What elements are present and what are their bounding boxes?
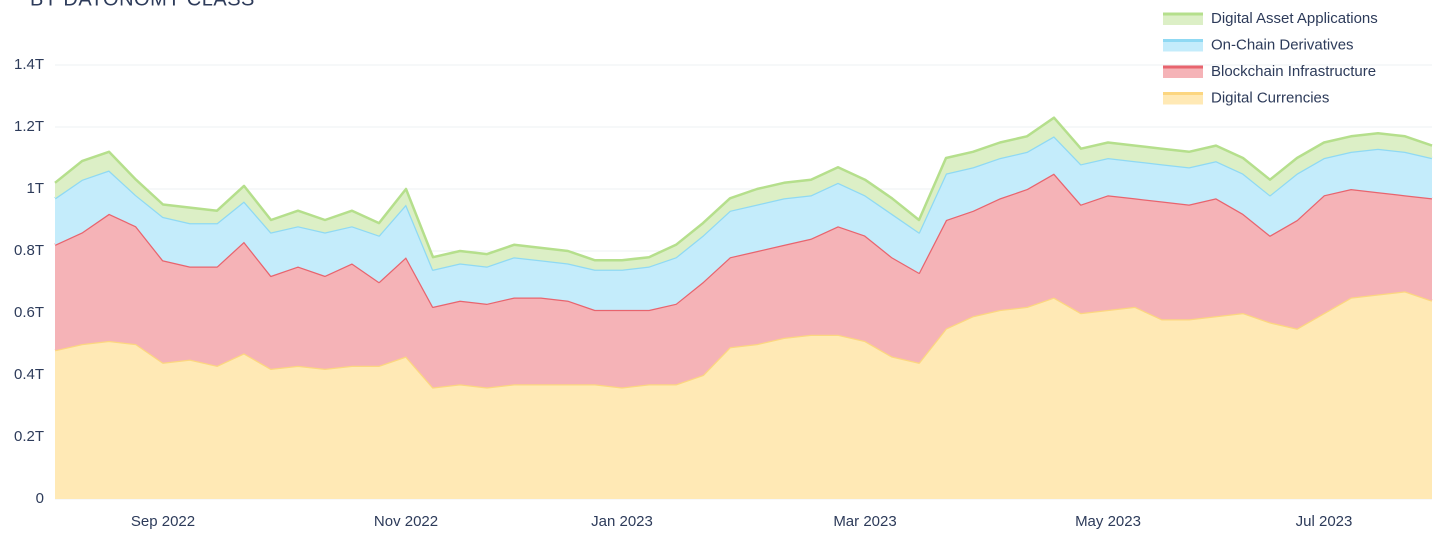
legend-label: Digital Asset Applications — [1211, 10, 1378, 27]
y-tick-label: 0.4T — [14, 366, 44, 383]
x-tick-label: May 2023 — [1075, 513, 1141, 530]
legend-label: On-Chain Derivatives — [1211, 36, 1354, 53]
legend-swatch — [1163, 66, 1203, 78]
area-fill — [55, 117, 1432, 270]
x-tick-label: Jul 2023 — [1296, 513, 1353, 530]
areas — [54, 116, 1433, 499]
y-tick-label: 0.2T — [14, 428, 44, 445]
y-tick-label: 0 — [36, 490, 44, 507]
legend-swatch — [1163, 13, 1203, 25]
y-tick-label: 1.2T — [14, 118, 44, 135]
x-tick-label: Mar 2023 — [833, 513, 896, 530]
x-tick-label: Jan 2023 — [591, 513, 653, 530]
area-fill — [55, 291, 1432, 499]
x-tick-label: Nov 2022 — [374, 513, 438, 530]
y-tick-label: 1T — [26, 180, 44, 197]
legend-swatch — [1163, 92, 1203, 105]
legend-label: Blockchain Infrastructure — [1211, 63, 1376, 80]
area-fill — [55, 173, 1432, 388]
legend: Digital Asset Applications On-Chain Deriv… — [1163, 10, 1378, 106]
area-line — [54, 116, 1433, 262]
y-tick-label: 1.4T — [14, 56, 44, 73]
y-tick-label: 0.8T — [14, 242, 44, 259]
y-tick-label: 0.6T — [14, 304, 44, 321]
area-fill — [55, 136, 1432, 310]
legend-swatch — [1163, 39, 1203, 52]
legend-label: Digital Currencies — [1211, 89, 1329, 106]
x-tick-label: Sep 2022 — [131, 513, 195, 530]
chart-title: BY DATONOMY CLASS — [30, 0, 255, 10]
axes: 0 0.2T 0.4T 0.6T 0.8T 1T 1.2T 1.4T Sep 2022 Nov 2… — [14, 56, 1352, 530]
